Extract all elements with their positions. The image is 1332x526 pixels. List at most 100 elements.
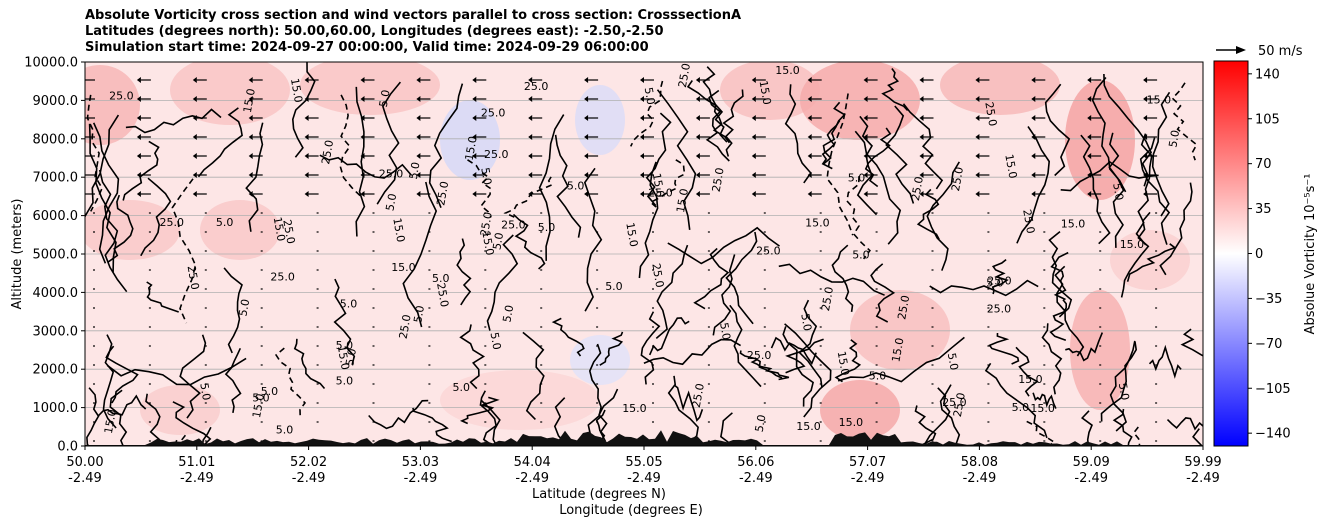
wind-vector-head — [695, 115, 700, 121]
contour-line — [674, 384, 704, 422]
x-tick-label-lat: 55.05 — [625, 455, 662, 470]
contour-label: 15.0 — [463, 135, 480, 161]
contour-line — [939, 384, 961, 446]
contour-line — [638, 161, 659, 279]
wind-vector-head — [863, 172, 868, 178]
wind-vector-head — [1087, 134, 1092, 140]
vorticity-patch — [575, 85, 625, 155]
contour-label: 25.0 — [397, 314, 414, 340]
contour-line — [275, 347, 307, 417]
wind-vector-head — [975, 172, 980, 178]
wind-vector-head — [1143, 96, 1148, 102]
wind-vector-head — [528, 96, 533, 102]
colorbar-gradient — [1213, 60, 1249, 447]
wind-vector-head — [304, 172, 309, 178]
wind-vector-head — [192, 115, 197, 121]
x-tick-label-lon: -2.49 — [963, 471, 997, 486]
colorbar-tick-label: −140 — [1255, 427, 1291, 442]
contour-line — [145, 393, 162, 446]
wind-vector-head — [416, 153, 421, 159]
contour-line — [870, 263, 896, 323]
contour-label: 15.0 — [1061, 218, 1086, 231]
contour-line — [223, 267, 243, 354]
colorbar-tick-label: −70 — [1255, 337, 1282, 352]
wind-vector-head — [919, 191, 924, 197]
contour-line — [293, 338, 326, 390]
wind-vector-head — [1143, 172, 1148, 178]
contour-label: 5.0 — [340, 298, 358, 311]
contour-label: 25.0 — [524, 80, 549, 93]
contour-label: 25.0 — [185, 264, 202, 290]
contour-line — [486, 234, 519, 331]
contour-line — [1032, 392, 1057, 409]
contour-line — [722, 89, 744, 157]
contour-label: 15.0 — [250, 393, 267, 419]
wind-vector-head — [1087, 96, 1092, 102]
colorbar-tick-label: −105 — [1255, 382, 1291, 397]
contour-line — [224, 347, 242, 414]
contour-line — [1126, 243, 1177, 282]
contour-label: 5.0 — [852, 248, 870, 261]
contour-label: 15.0 — [674, 187, 691, 213]
wind-vector-head — [1031, 134, 1036, 140]
wind-vector-head — [472, 134, 477, 140]
wind-vector-head — [81, 153, 85, 159]
contour-label: 5.0 — [1110, 182, 1126, 201]
contour-label: 25.0 — [982, 101, 999, 127]
wind-vector-head — [863, 134, 868, 140]
contour-label: 15.0 — [1120, 238, 1145, 251]
x-tick-label-lon: -2.49 — [1186, 471, 1220, 486]
contour-label: 25.0 — [501, 218, 525, 231]
contour-label: 5.0 — [216, 216, 234, 229]
contour-label: 25.0 — [160, 216, 185, 229]
terrain — [85, 430, 1203, 446]
wind-vector-head — [472, 115, 477, 121]
contour-line — [412, 407, 452, 443]
y-tick-label: 8000.0 — [33, 132, 79, 147]
wind-vector-head — [528, 115, 533, 121]
contour-line — [914, 405, 937, 446]
wind-vector-head — [360, 96, 365, 102]
wind-vector-head — [136, 96, 141, 102]
contour-line — [1159, 182, 1193, 276]
contour-line — [102, 334, 117, 429]
contour-label: 5.0 — [236, 298, 252, 317]
contour-label: 25.0 — [481, 107, 506, 120]
contour-line — [924, 387, 951, 446]
contour-line — [837, 336, 965, 383]
x-tick-label-lat: 56.06 — [737, 455, 774, 470]
x-tick-label-lon: -2.49 — [739, 471, 773, 486]
contour-line — [551, 317, 585, 357]
contour-label: 25.0 — [484, 148, 509, 161]
contour-line — [1171, 82, 1198, 161]
contour-label: 25.0 — [648, 187, 673, 200]
chart-title-line-1: Absolute Vorticity cross section and win… — [85, 8, 742, 23]
contour-line — [467, 159, 492, 218]
wind-vector-head — [528, 191, 533, 197]
contour-label: 25.0 — [951, 392, 968, 418]
contour-label: 15.0 — [623, 222, 640, 248]
contour-line — [512, 213, 546, 270]
contour-label: 5.0 — [478, 167, 494, 186]
contour-line — [197, 107, 243, 178]
contour-label: 15.0 — [479, 230, 496, 256]
contour-line — [1112, 408, 1133, 446]
contour-label: 25.0 — [819, 286, 836, 312]
contour-line — [645, 112, 672, 207]
wind-vector-head — [136, 191, 141, 197]
x-tick-label-lat: 51.01 — [178, 455, 215, 470]
wind-vector-head — [807, 134, 812, 140]
contour-label: 5.0 — [261, 385, 279, 398]
wind-vector-head — [1087, 115, 1092, 121]
colorbar-tick-label: 35 — [1255, 202, 1272, 217]
wind-vector-head — [863, 115, 868, 121]
contour-label: 15.0 — [805, 217, 830, 230]
contour-line — [1108, 132, 1125, 248]
contour-label: 25.0 — [649, 262, 666, 288]
contour-line — [355, 86, 366, 237]
contour-label: 5.0 — [197, 382, 213, 401]
contour-line — [1016, 126, 1051, 244]
wind-vector-head — [584, 191, 589, 197]
contour-line — [822, 101, 846, 165]
wind-vector-head — [751, 77, 756, 83]
